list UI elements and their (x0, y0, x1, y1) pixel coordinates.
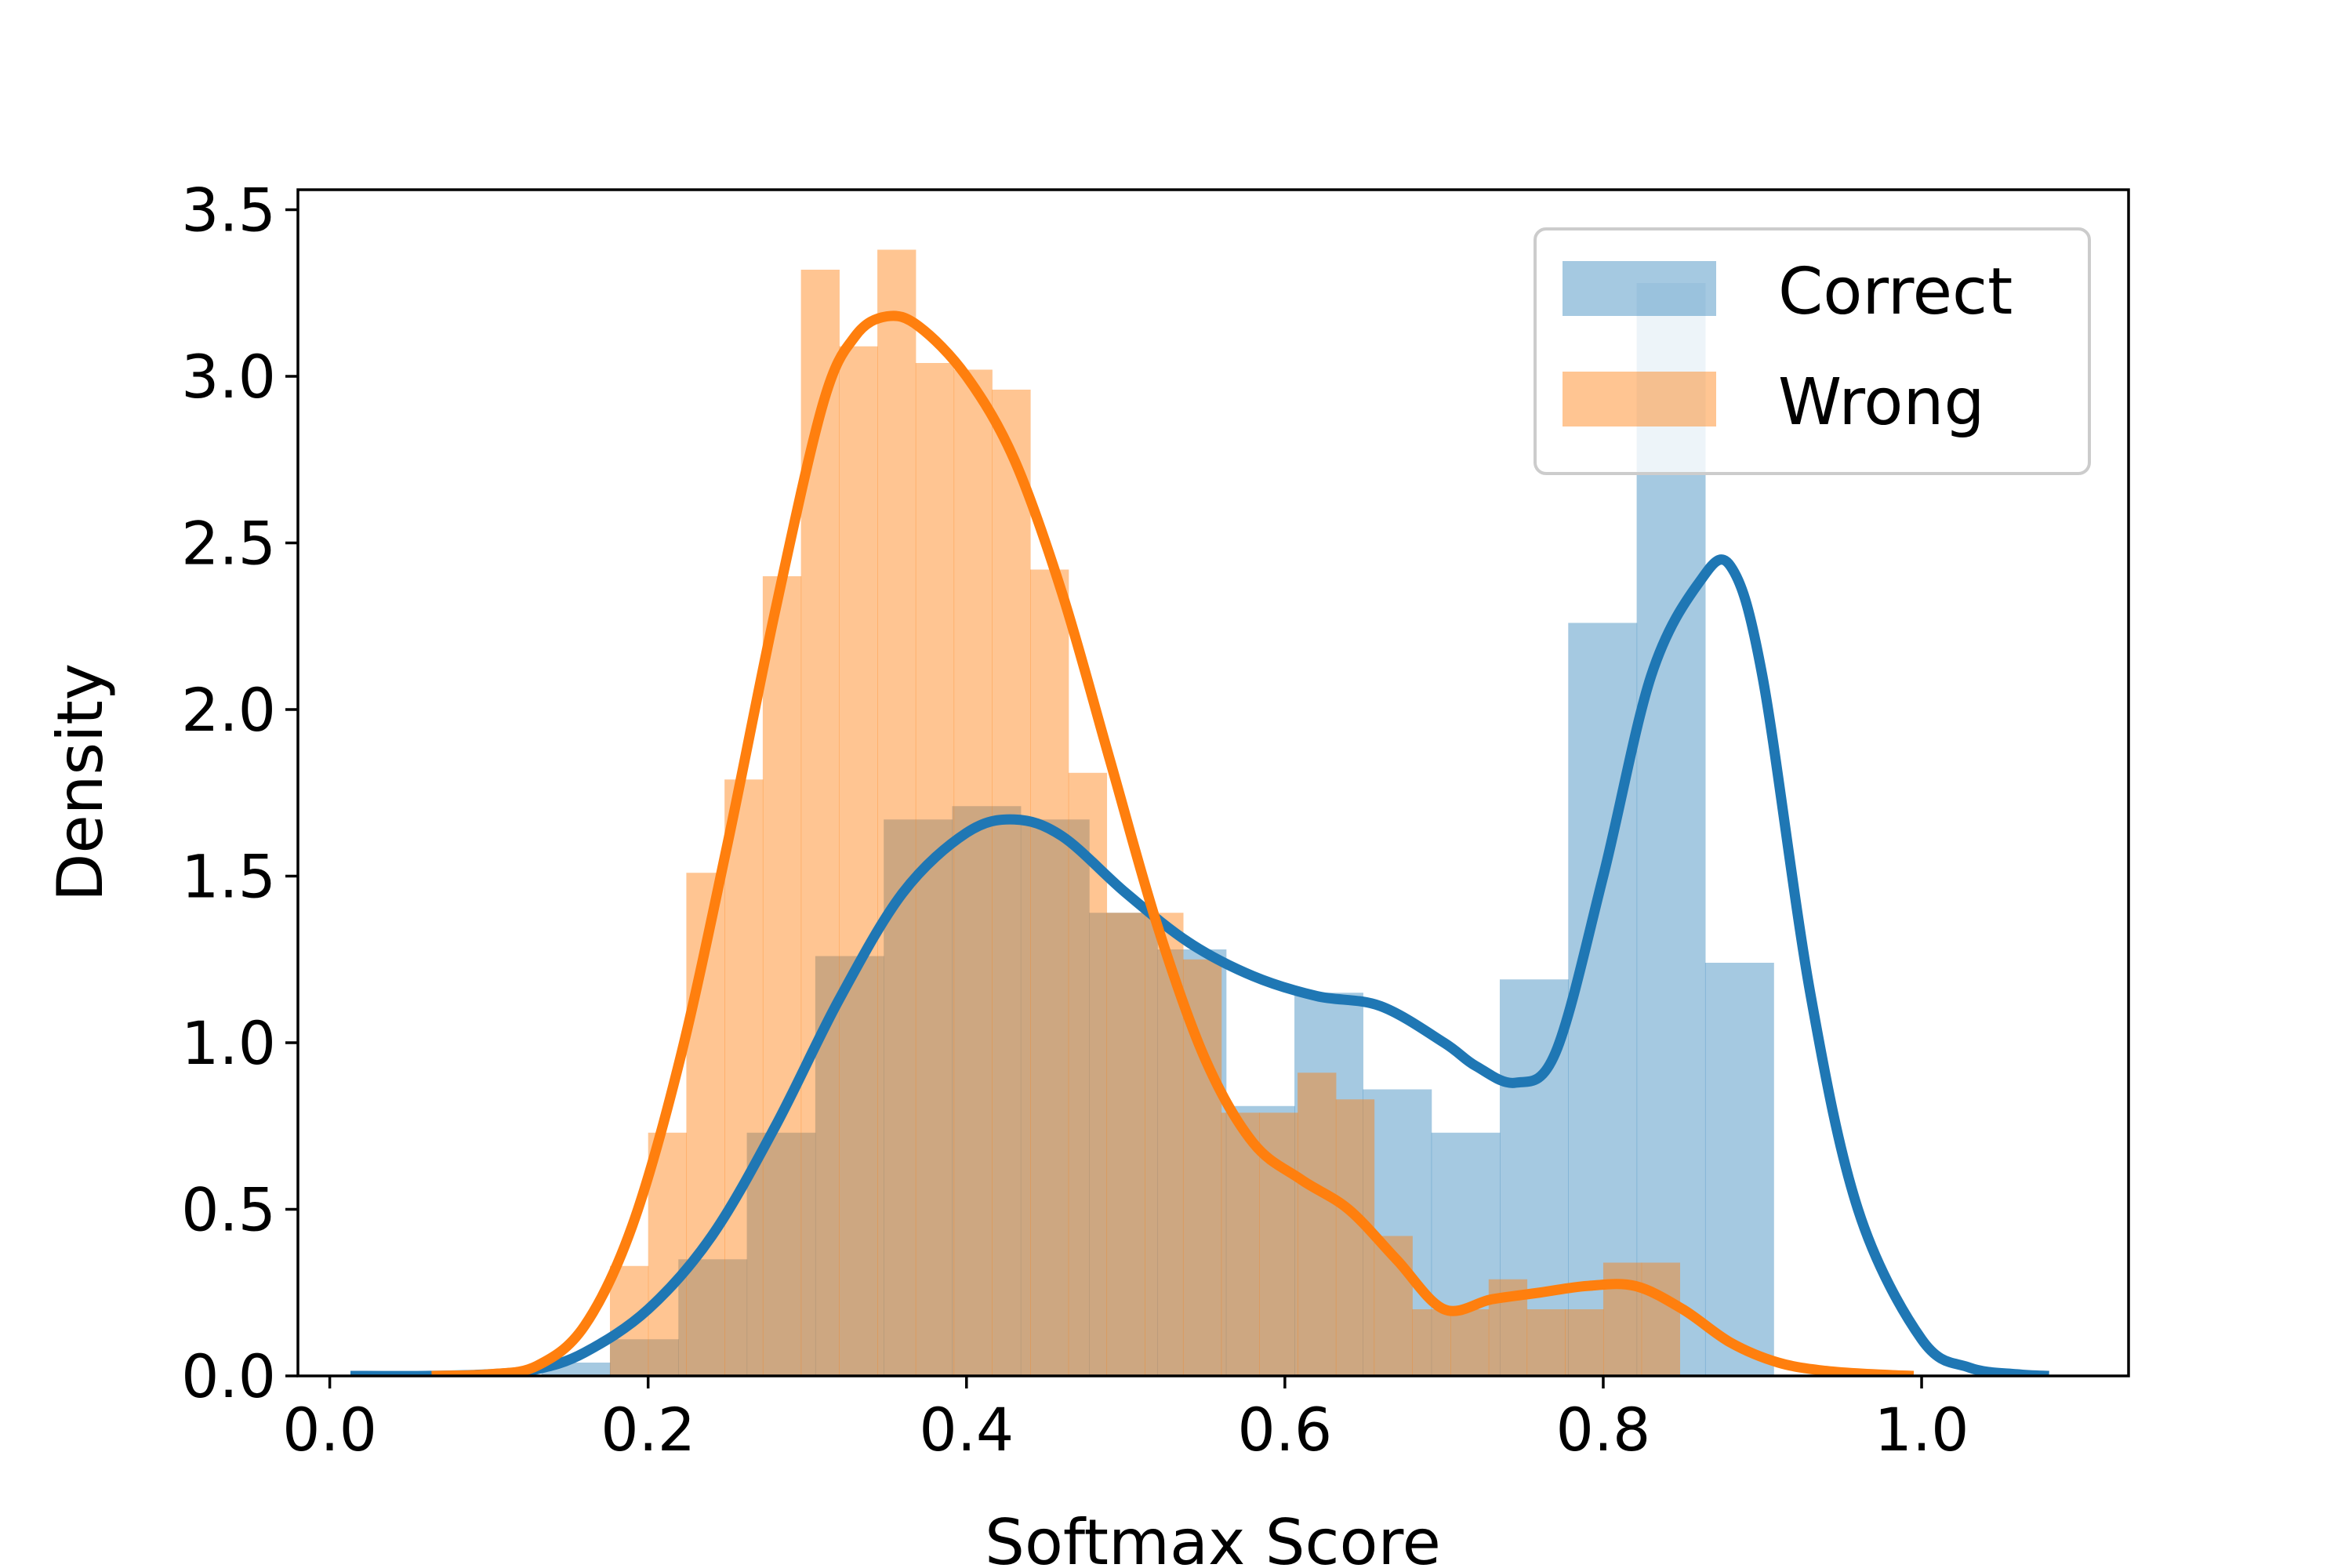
y-tick-label: 1.0 (181, 1008, 276, 1078)
legend-label-correct: Correct (1778, 255, 2013, 329)
x-tick-label: 0.8 (1556, 1395, 1651, 1465)
y-tick-label: 2.5 (181, 509, 276, 579)
histogram-bar (839, 346, 878, 1376)
x-axis: 0.0 0.2 0.4 0.6 0.8 1.0 (282, 1376, 1969, 1465)
histogram-bar (952, 806, 1022, 1376)
y-tick-label: 3.5 (181, 176, 276, 245)
histogram-bar (1704, 963, 1774, 1376)
y-tick-label: 2.0 (181, 675, 276, 745)
plot-area (350, 249, 2049, 1376)
y-tick-label: 0.0 (181, 1341, 276, 1411)
histogram-bar (1030, 569, 1069, 1376)
x-tick-label: 0.4 (919, 1395, 1014, 1465)
histogram-bar (1568, 622, 1638, 1376)
histogram-bar (678, 1259, 748, 1376)
histogram-bar (1526, 1309, 1566, 1376)
legend: Correct Wrong (1534, 227, 2091, 475)
histogram-bar (800, 270, 840, 1376)
histogram-bar (877, 249, 916, 1376)
x-axis-title: Softmax Score (985, 1506, 1441, 1568)
histogram-bar (953, 369, 993, 1376)
histogram-bar (1221, 1112, 1260, 1376)
histogram-bar (1431, 1132, 1501, 1376)
histogram-bar (1298, 1073, 1337, 1376)
histogram-bar (1412, 1309, 1451, 1376)
legend-swatch-correct (1563, 261, 1716, 316)
legend-swatch-wrong (1563, 372, 1716, 426)
histogram-bar (1450, 1309, 1490, 1376)
histogram-bar (746, 1132, 816, 1376)
y-tick-label: 1.5 (181, 842, 276, 912)
legend-label-wrong: Wrong (1778, 365, 1985, 440)
plot-frame (296, 188, 2130, 1377)
x-tick-label: 0.2 (601, 1395, 695, 1465)
y-axis: 0.0 0.5 1.0 1.5 2.0 2.5 3.0 3.5 (181, 176, 298, 1411)
kde-line-correct (350, 554, 2049, 1376)
histogram-bar (762, 576, 802, 1376)
histogram-bar (1565, 1309, 1604, 1376)
x-tick-label: 0.0 (282, 1395, 377, 1465)
y-axis-title: Density (44, 663, 117, 902)
histogram-bar (1020, 819, 1090, 1376)
histogram-bar (609, 1339, 679, 1376)
histogram-bar (992, 390, 1031, 1376)
legend-box (1534, 227, 2091, 475)
x-tick-label: 0.6 (1237, 1395, 1332, 1465)
histogram-bar (1089, 913, 1159, 1376)
histogram-bar (1335, 1099, 1375, 1376)
x-tick-label: 1.0 (1875, 1395, 1969, 1465)
histogram-bar (1106, 913, 1145, 1376)
histogram-wrong (609, 249, 1681, 1376)
histogram-bar (724, 779, 764, 1376)
histogram-bar (1641, 1262, 1681, 1376)
y-tick-label: 0.5 (181, 1175, 276, 1245)
kde-line-wrong (431, 310, 1915, 1376)
y-tick-label: 3.0 (181, 342, 276, 412)
